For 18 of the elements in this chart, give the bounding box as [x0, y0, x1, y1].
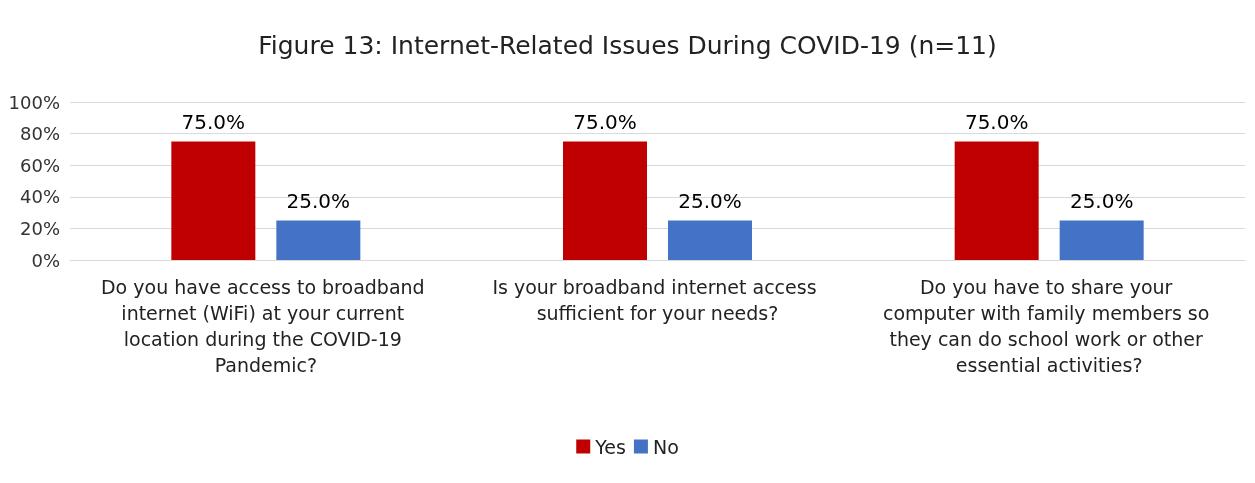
data-label: 25.0% — [678, 188, 742, 213]
y-tick-label: 40% — [19, 186, 60, 208]
legend-label: No — [652, 435, 679, 458]
x-tick-label: Do you have access to broadband internet (WiFi) at your current location during the COVID-19 Pandemic? — [100, 276, 431, 376]
y-tick-label: 80% — [19, 123, 60, 145]
x-tick-label: Is your broadband internet access sufficient for your needs? — [492, 276, 823, 324]
data-label: 75.0% — [964, 109, 1029, 134]
y-tick-label: 0% — [31, 249, 60, 271]
data-label: 25.0% — [1069, 188, 1134, 213]
data-label: 75.0% — [181, 109, 246, 134]
chart-title: Figure 13: Internet-Related Issues During COVID-19 (n=11) — [258, 31, 997, 60]
data-label: 25.0% — [286, 188, 351, 213]
y-tick-label: 20% — [19, 217, 60, 239]
x-tick-label: Do you have to share your computer with family members so they can do school work or other essential activities? — [882, 276, 1216, 376]
y-tick-label: 60% — [19, 154, 60, 176]
data-label: 75.0% — [573, 109, 637, 134]
legend-label: Yes — [594, 435, 626, 458]
y-tick-label: 100% — [8, 91, 60, 113]
